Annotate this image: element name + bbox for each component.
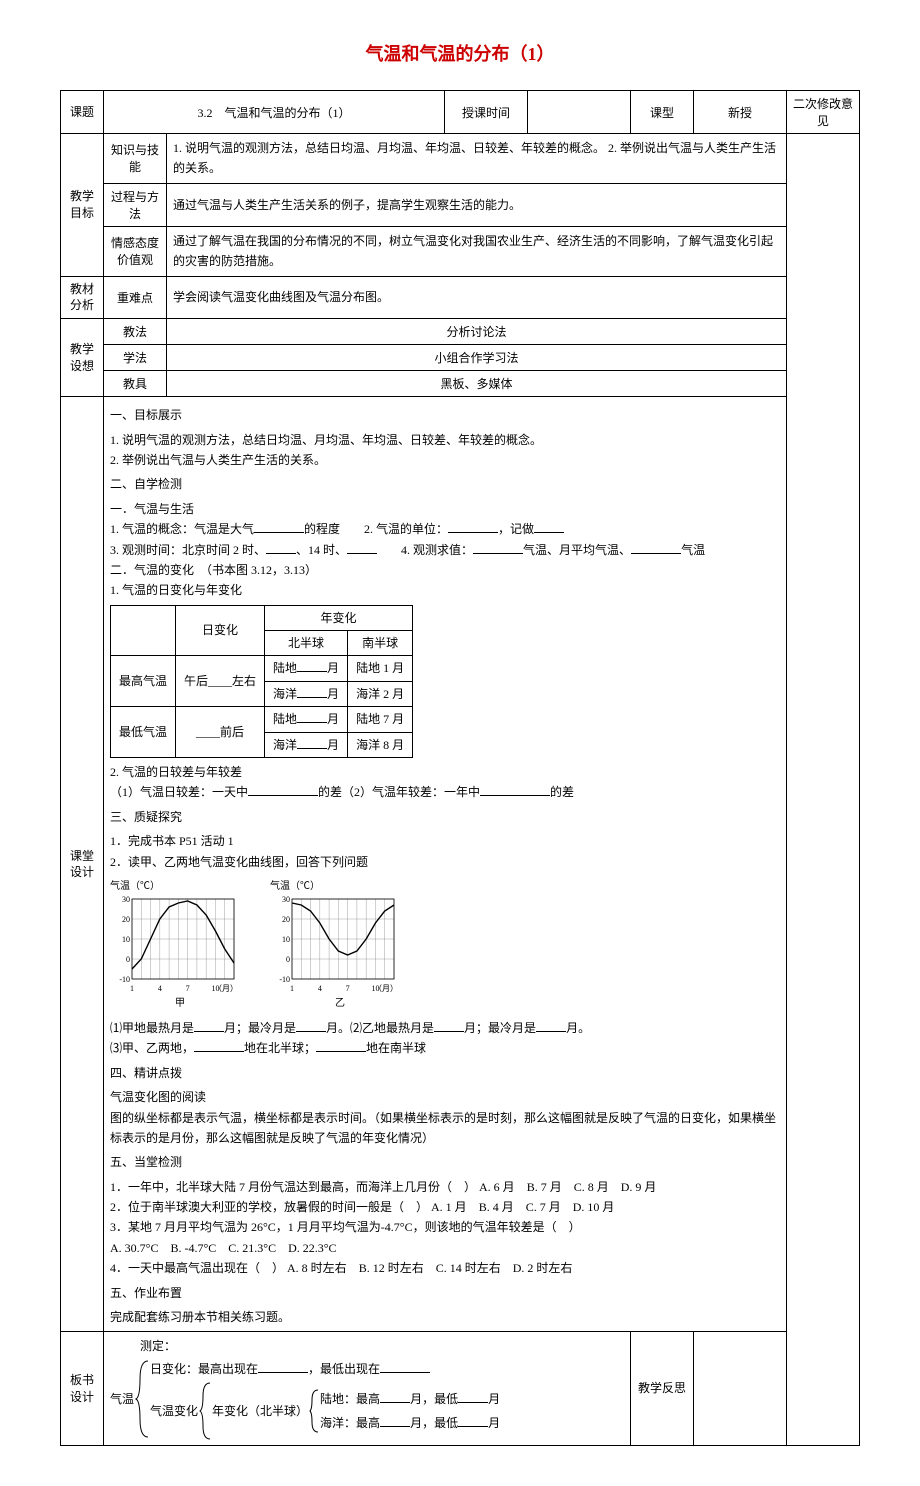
design-row-0-label: 教法	[104, 319, 167, 345]
analysis-text: 学会阅读气温变化曲线图及气温分布图。	[167, 276, 787, 319]
s1-l2: 2. 举例说出气温与人类生产生活的关系。	[110, 450, 780, 470]
svg-text:7: 7	[346, 984, 350, 993]
lesson-plan-table: 课题 3.2 气温和气温的分布（1） 授课时间 课型 新授 二次修改意见 教学目…	[60, 90, 860, 1446]
board-b2: 气温变化	[150, 1399, 198, 1423]
s4-sub: 气温变化图的阅读	[110, 1087, 780, 1107]
obj-row-2-text: 通过了解气温在我国的分布情况的不同，树立气温变化对我国农业生产、经济生活的不同影…	[167, 226, 787, 276]
svg-text:-10: -10	[279, 975, 290, 984]
design-label: 教学设想	[61, 319, 104, 397]
s4-text: 图的纵坐标都是表示气温，横坐标都是表示时间。（如果横坐标表示的是时刻，那么这幅图…	[110, 1108, 780, 1149]
q4: 4．一天中最高气温出现在（ ） A. 8 时左右B. 12 时左右C. 14 时…	[110, 1258, 780, 1278]
analysis-row-label: 重难点	[104, 276, 167, 319]
s2-line1: 1. 气温的概念：气温是大气的程度 2. 气温的单位：，记做	[110, 519, 780, 539]
design-row-2-text: 黑板、多媒体	[167, 371, 787, 397]
s4-head: 四、精讲点拨	[110, 1063, 780, 1083]
topic-label: 课题	[61, 91, 104, 134]
board-sea: 海洋：最高月，最低月	[320, 1411, 500, 1435]
svg-text:-10: -10	[119, 975, 130, 984]
q3: 3．某地 7 月月平均气温为 26°C，1 月月平均气温为-4.7°C，则该地的…	[110, 1217, 780, 1237]
time-value	[528, 91, 631, 134]
brace-icon	[308, 1388, 320, 1434]
s5-head: 五、当堂检测	[110, 1152, 780, 1172]
time-label: 授课时间	[445, 91, 528, 134]
svg-text:（月）: （月）	[214, 984, 238, 993]
obj-row-1-label: 过程与方法	[104, 183, 167, 226]
s1-l1: 1. 说明气温的观测方法，总结日均温、月均温、年均温、日较差、年较差的概念。	[110, 430, 780, 450]
chart-b: 气温（℃） -10010203014710（月） 乙	[270, 878, 410, 1012]
design-row-2-label: 教具	[104, 371, 167, 397]
variation-table: 日变化 年变化 北半球 南半球 最高气温 午后____左右 陆地月 陆地 1 月…	[110, 605, 413, 758]
board-pre: 测定：	[110, 1336, 624, 1356]
svg-text:1: 1	[290, 984, 294, 993]
s6-text: 完成配套练习册本节相关练习题。	[110, 1307, 780, 1327]
svg-text:10: 10	[282, 935, 290, 944]
obj-row-2-label: 情感态度价值观	[104, 226, 167, 276]
board-line1: 日变化：最高出现在，最低出现在	[150, 1357, 500, 1381]
topic-value: 3.2 气温和气温的分布（1）	[104, 91, 445, 134]
s3-l1: 1．完成书本 P51 活动 1	[110, 831, 780, 851]
s3-l2: 2．读甲、乙两地气温变化曲线图，回答下列问题	[110, 852, 780, 872]
type-label: 课型	[631, 91, 694, 134]
s2-head: 二、自学检测	[110, 474, 780, 494]
type-value: 新授	[694, 91, 787, 134]
board-body: 测定： 气温 日变化：最高出现在，最低出现在 气温变化 年变化（北半球）	[104, 1332, 631, 1445]
board-root: 气温	[110, 1389, 134, 1409]
board-label: 板书设计	[61, 1332, 104, 1445]
svg-text:30: 30	[282, 895, 290, 904]
brace-icon	[198, 1381, 212, 1441]
s1-head: 一、目标展示	[110, 405, 780, 425]
lesson-label: 课堂设计	[61, 397, 104, 1332]
page-title: 气温和气温的分布（1）	[60, 40, 860, 66]
design-row-1-text: 小组合作学习法	[167, 345, 787, 371]
design-row-0-text: 分析讨论法	[167, 319, 787, 345]
svg-text:4: 4	[318, 984, 322, 993]
design-row-1-label: 学法	[104, 345, 167, 371]
revise-label: 二次修改意见	[787, 91, 860, 134]
chart-row: 气温（℃） -10010203014710（月） 甲 气温（℃） -100102…	[110, 878, 780, 1012]
svg-text:20: 20	[282, 915, 290, 924]
s3-q2: ⑶甲、乙两地，地在北半球；地在南半球	[110, 1038, 780, 1058]
s3-q1: ⑴甲地最热月是月；最冷月是月。⑵乙地最热月是月；最冷月是月。	[110, 1018, 780, 1038]
brace-icon	[134, 1359, 150, 1439]
svg-text:1: 1	[130, 984, 134, 993]
obj-row-0-label: 知识与技能	[104, 134, 167, 184]
q1: 1．一年中，北半球大陆 7 月份气温达到最高，而海洋上几月份（ ） A. 6 月…	[110, 1177, 780, 1197]
board-b3: 年变化（北半球）	[212, 1399, 308, 1423]
reflect-label: 教学反思	[631, 1332, 694, 1445]
svg-text:4: 4	[158, 984, 162, 993]
s2-line2: 3. 观测时间：北京时间 2 时、、14 时、 4. 观测求值：气温、月平均气温…	[110, 540, 780, 560]
analysis-label: 教材分析	[61, 276, 104, 319]
svg-text:10: 10	[122, 935, 130, 944]
s2-sub3: 2. 气温的日较差与年较差	[110, 762, 780, 782]
reflect-body	[694, 1332, 787, 1445]
svg-text:0: 0	[286, 955, 290, 964]
svg-text:20: 20	[122, 915, 130, 924]
s2-sub1: 一．气温与生活	[110, 499, 780, 519]
svg-text:30: 30	[122, 895, 130, 904]
revise-column	[787, 134, 860, 1446]
s2-sub2h: 1. 气温的日变化与年变化	[110, 580, 780, 600]
chart-a: 气温（℃） -10010203014710（月） 甲	[110, 878, 250, 1012]
board-land: 陆地：最高月，最低月	[320, 1387, 500, 1411]
lesson-body: 一、目标展示 1. 说明气温的观测方法，总结日均温、月均温、年均温、日较差、年较…	[104, 397, 787, 1332]
svg-text:（月）: （月）	[374, 984, 398, 993]
s6-head: 五、作业布置	[110, 1283, 780, 1303]
s2-sub2: 二．气温的变化 （书本图 3.12，3.13）	[110, 560, 780, 580]
obj-row-1-text: 通过气温与人类生产生活关系的例子，提高学生观察生活的能力。	[167, 183, 787, 226]
svg-text:7: 7	[186, 984, 190, 993]
q3-opts: A. 30.7°CB. -4.7°CC. 21.3°CD. 22.3°C	[110, 1241, 349, 1255]
s2-line3: （1）气温日较差：一天中的差（2）气温年较差：一年中的差	[110, 782, 780, 802]
objectives-label: 教学目标	[61, 134, 104, 277]
obj-row-0-text: 1. 说明气温的观测方法，总结日均温、月均温、年均温、日较差、年较差的概念。 2…	[167, 134, 787, 184]
s3-head: 三、质疑探究	[110, 807, 780, 827]
svg-text:0: 0	[126, 955, 130, 964]
q2: 2．位于南半球澳大利亚的学校，放暑假的时间一般是（ ） A. 1 月B. 4 月…	[110, 1197, 780, 1217]
